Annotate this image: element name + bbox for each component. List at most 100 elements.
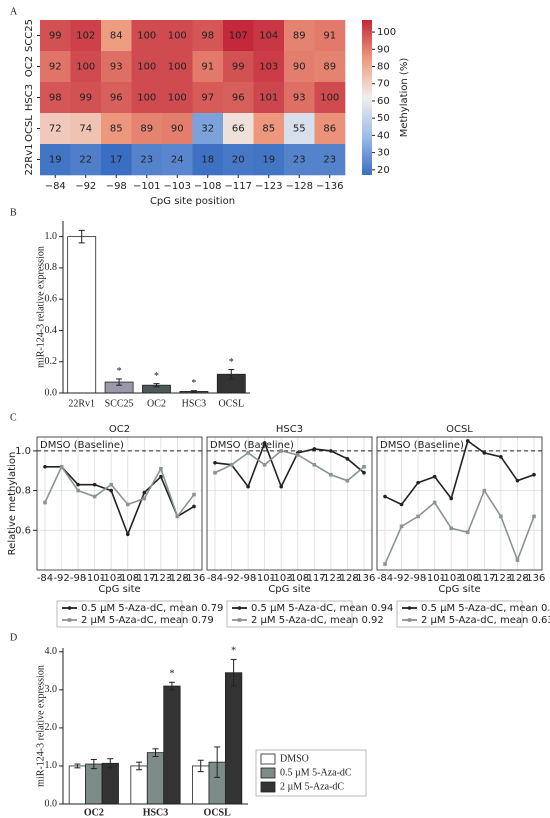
x-tick-label: -84	[37, 573, 53, 584]
y-category-label: SCC25	[24, 19, 35, 52]
heatmap-cell	[101, 113, 132, 145]
point	[432, 500, 437, 505]
x-category-label: −84	[45, 181, 66, 192]
heatmap-cell	[70, 82, 102, 114]
point	[345, 478, 350, 483]
y-tick-label: 1.0	[45, 231, 58, 242]
point	[416, 480, 420, 485]
bar	[67, 236, 97, 394]
cell-label: 100	[137, 62, 156, 73]
colorbar-tick-label: 60	[377, 96, 390, 107]
plot-frame	[36, 436, 203, 571]
cell-label: 55	[293, 124, 306, 135]
point	[125, 502, 130, 507]
colorbar-tick-label: 100	[377, 27, 396, 38]
x-tick-label: -98	[70, 573, 86, 584]
series-line	[45, 465, 195, 537]
cell-label: 22	[79, 155, 92, 166]
y-tick-label: 0.4	[45, 325, 58, 336]
point	[92, 494, 97, 499]
plot-frame	[376, 436, 543, 571]
point	[399, 524, 404, 529]
panel: DMSO (Baseline)-84 -92 -98-101-103-108-117…	[206, 424, 393, 628]
x-tick-label: -128	[166, 573, 189, 584]
point	[345, 457, 350, 461]
heatmap-cell	[70, 113, 102, 145]
point	[262, 441, 267, 445]
plot-frame	[206, 436, 373, 571]
x-tick-label: -123	[490, 573, 513, 584]
heatmap-cell	[223, 144, 254, 176]
heatmap-cell	[162, 82, 193, 114]
heatmap-cell	[101, 20, 132, 52]
y-category-label: HSC3	[24, 84, 35, 111]
x-category-label: −136	[316, 181, 343, 192]
cell-label: 92	[49, 62, 62, 73]
cell-label: 100	[137, 31, 156, 42]
heatmap-cell	[162, 144, 193, 176]
x-tick-label: -98	[410, 573, 426, 584]
x-tick-label: -123	[320, 573, 343, 584]
heatmap-cell	[192, 113, 224, 145]
legend-swatch	[260, 753, 276, 765]
cell-label: 74	[79, 124, 92, 135]
x-tick-label: -92	[393, 573, 409, 584]
baseline-label: DMSO (Baseline)	[380, 440, 464, 451]
heatmap-cell	[70, 144, 102, 176]
panel: 0.0 0.2 0.4 0.6 0.8 1.0 22Rv1 * SCC25 * OC2 * HSC3 * O…	[35, 221, 250, 409]
x-category-label: −98	[106, 181, 127, 192]
x-tick-label: -108	[456, 573, 479, 584]
x-tick-label: -103	[270, 573, 293, 584]
y-tick-label: 4.0	[45, 646, 58, 657]
chart-title: OCSL	[446, 424, 473, 435]
colorbar-tick-label: 30	[377, 148, 390, 159]
cell-label: 17	[110, 155, 123, 166]
heatmap-cell	[162, 20, 193, 52]
cell-label: 89	[140, 124, 153, 135]
x-category-label: OCSL	[204, 807, 232, 818]
cell-label: 96	[232, 93, 245, 104]
x-tick-label: -103	[440, 573, 463, 584]
x-tick-label: -98	[240, 573, 256, 584]
y-category-label: 22Rv1	[24, 144, 35, 176]
point	[312, 447, 317, 451]
legend-box	[56, 600, 183, 628]
x-category-label: SCC25	[105, 398, 134, 409]
cell-label: 23	[293, 155, 306, 166]
heatmap-cell	[253, 51, 285, 83]
colorbar-tick-label: 70	[377, 79, 390, 90]
colorbar-tick-label: 40	[377, 130, 390, 141]
point	[449, 526, 454, 531]
legend-box	[226, 600, 353, 628]
legend-marker	[237, 618, 242, 622]
x-tick-label: -128	[336, 573, 359, 584]
x-tick-label: -136	[353, 573, 376, 584]
chart-title: HSC3	[276, 424, 303, 435]
colorbar-tick-label: 80	[377, 62, 390, 73]
x-tick-label: -117	[473, 573, 496, 584]
x-tick-label: -101	[253, 573, 276, 584]
heatmap-cell	[70, 20, 102, 52]
cell-label: 100	[320, 93, 339, 104]
heatmap-cell	[101, 144, 132, 176]
heatmap-cell	[284, 51, 315, 83]
cell-label: 100	[137, 93, 156, 104]
x-category-label: OCSL	[219, 398, 245, 409]
point	[246, 451, 250, 455]
cell-label: 100	[168, 31, 187, 42]
point	[515, 558, 520, 562]
legend-marker	[67, 618, 72, 622]
y-tick-label: 0.8	[45, 262, 58, 273]
heatmap-cell	[223, 51, 254, 83]
cell-label: 20	[232, 155, 245, 166]
cell-label: 85	[262, 124, 275, 135]
heatmap-cell	[40, 51, 71, 83]
legend-box	[396, 600, 523, 628]
legend-marker	[407, 618, 412, 622]
heatmap-cell	[192, 144, 224, 176]
significance-mark: *	[191, 378, 196, 389]
cell-label: 103	[259, 62, 278, 73]
y-tick-label: 1.0	[45, 760, 58, 771]
heatmap-cell	[253, 144, 285, 176]
heatmap-cell	[314, 144, 346, 176]
